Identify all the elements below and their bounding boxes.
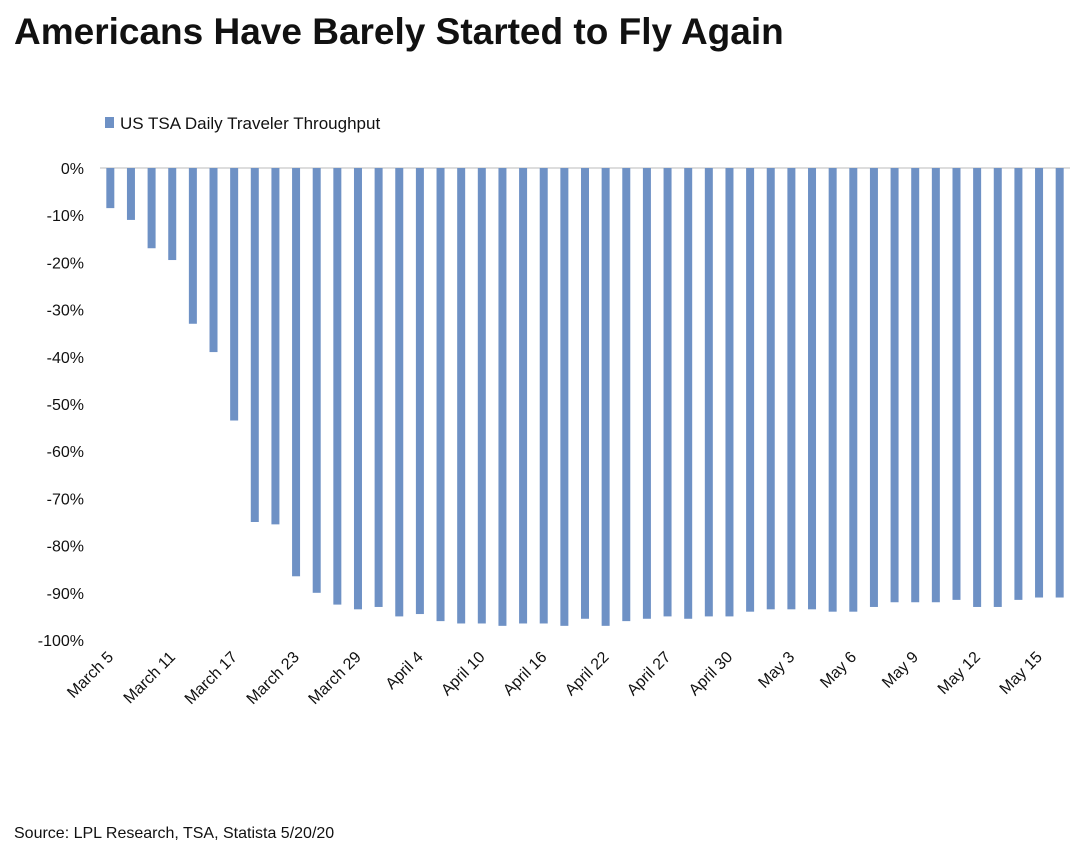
bar [395,168,404,617]
x-tick-label: April 30 [686,649,736,699]
y-tick-label: -90% [47,586,84,603]
x-tick-label: April 27 [624,649,674,699]
bar [292,168,301,577]
bar [993,168,1002,607]
bar [1055,168,1064,598]
chart-title: Americans Have Barely Started to Fly Aga… [14,11,784,52]
bar [519,168,528,624]
bar [725,168,734,617]
legend-swatch [105,117,114,128]
bar [1014,168,1023,600]
y-tick-label: -70% [47,491,84,508]
bar [436,168,445,622]
legend-label: US TSA Daily Traveler Throughput [120,114,380,133]
x-tick-label: April 22 [562,649,612,699]
y-tick-label: 0% [61,161,84,178]
bar [663,168,672,617]
bar [353,168,362,610]
bar [787,168,796,610]
bar [539,168,548,624]
bar [250,168,259,522]
bar [106,168,115,209]
bar [188,168,197,324]
x-tick-label: April 16 [500,649,550,699]
bar [168,168,177,261]
x-tick-label: March 5 [64,649,117,702]
bar [931,168,940,603]
bar [1035,168,1044,598]
bar [808,168,817,610]
y-tick-label: -80% [47,539,84,556]
bar [333,168,342,605]
y-tick-label: -30% [47,303,84,320]
y-tick-label: -20% [47,255,84,272]
bar [890,168,899,603]
bar [849,168,858,612]
y-tick-label: -100% [38,633,84,650]
bar [147,168,156,249]
x-tick-label: March 11 [121,649,179,707]
bar [952,168,961,600]
x-tick-label: May 15 [997,649,1046,698]
source-note: Source: LPL Research, TSA, Statista 5/20… [14,825,334,842]
bar [684,168,693,619]
bar [746,168,755,612]
bar [126,168,135,220]
bar [704,168,713,617]
x-tick-label: April 4 [383,649,427,693]
bar [601,168,610,626]
bar [869,168,878,607]
bar [828,168,837,612]
bar [457,168,466,624]
bar [560,168,569,626]
x-tick-label: May 9 [879,649,922,692]
x-tick-label: May 6 [817,649,860,692]
bar [766,168,775,610]
bar [581,168,589,619]
bar [973,168,982,607]
x-tick-label: March 23 [244,649,303,708]
bar [209,168,218,353]
bar [477,168,486,624]
bar [230,168,239,421]
x-tick-label: April 10 [438,649,488,699]
x-tick-label: March 29 [306,649,365,708]
bar [622,168,631,622]
bar [911,168,920,603]
y-tick-label: -60% [47,444,84,461]
bar [642,168,651,619]
x-tick-label: May 12 [935,649,984,698]
bar [271,168,280,525]
y-tick-label: -40% [47,350,84,367]
bar [312,168,321,593]
bar [498,168,507,626]
x-tick-label: May 3 [755,649,798,692]
bar [415,168,424,615]
bar [374,168,383,607]
y-tick-label: -10% [47,208,84,225]
x-tick-label: March 17 [182,649,241,708]
y-tick-label: -50% [47,397,84,414]
